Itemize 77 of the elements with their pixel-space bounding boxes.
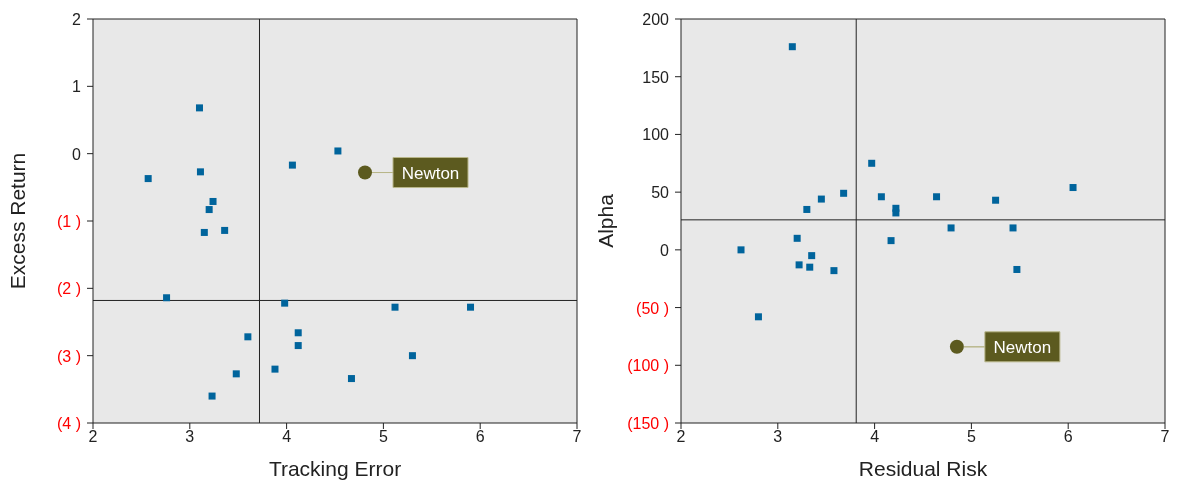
point <box>200 228 208 236</box>
y-tick-label: 2 <box>72 11 82 28</box>
x-tick-label: 7 <box>572 428 582 446</box>
point <box>196 168 204 176</box>
point <box>947 224 955 232</box>
point <box>391 303 399 311</box>
x-tick-label: 4 <box>282 428 292 446</box>
y-axis-title: Excess Return <box>6 152 30 290</box>
x-tick-label: 4 <box>870 428 880 446</box>
x-tick-label: 6 <box>475 428 485 446</box>
point <box>244 333 252 341</box>
point <box>754 313 762 321</box>
series-label: Newton <box>401 163 460 183</box>
y-tick-label: 100 <box>642 126 670 144</box>
point <box>334 147 342 155</box>
x-tick-label: 7 <box>1160 428 1170 446</box>
x-tick-label: 5 <box>966 428 976 446</box>
y-tick-label: 0 <box>660 241 670 259</box>
point <box>877 193 885 201</box>
point <box>1069 184 1077 192</box>
point <box>467 303 475 311</box>
point <box>808 252 816 260</box>
point <box>209 197 217 205</box>
point <box>737 246 745 254</box>
y-tick-label: 200 <box>642 11 670 28</box>
point <box>358 165 373 180</box>
point <box>1013 265 1021 273</box>
y-tick-label: 0 <box>72 145 82 163</box>
point <box>803 205 811 213</box>
y-tick-label: 50 <box>651 184 670 202</box>
x-tick-label: 3 <box>185 428 195 446</box>
point <box>788 43 796 51</box>
point <box>232 370 240 378</box>
y-tick-label: (1 ) <box>57 213 81 230</box>
x-tick-label: 2 <box>88 428 98 446</box>
y-axis-title: Alpha <box>594 193 618 248</box>
point <box>949 339 964 354</box>
x-tick-label: 6 <box>1063 428 1073 446</box>
y-tick-label: 150 <box>642 68 670 86</box>
point <box>347 375 355 383</box>
y-tick-label: (2 ) <box>57 280 81 298</box>
x-tick-label: 5 <box>378 428 388 446</box>
point <box>195 104 203 112</box>
point <box>208 392 216 400</box>
point <box>806 263 814 271</box>
point <box>1009 224 1017 232</box>
point <box>887 237 895 245</box>
point <box>840 189 848 197</box>
y-tick-label: 1 <box>72 78 82 96</box>
point <box>205 206 213 214</box>
point <box>992 196 1000 204</box>
x-axis-title: Tracking Error <box>268 457 402 480</box>
x-tick-label: 2 <box>676 428 686 446</box>
point <box>271 365 279 373</box>
point <box>221 226 229 234</box>
point <box>892 209 900 217</box>
y-tick-label: (4 ) <box>57 415 81 432</box>
point <box>933 193 941 201</box>
y-tick-label: (3 ) <box>57 347 81 365</box>
point <box>793 234 801 242</box>
point <box>281 299 289 307</box>
point <box>163 294 171 302</box>
y-tick-label: (50 ) <box>636 299 669 317</box>
point <box>830 267 838 275</box>
point <box>294 329 302 337</box>
y-tick-label: (100 ) <box>627 357 669 375</box>
point <box>294 342 302 350</box>
point <box>868 159 876 167</box>
series-label: Newton <box>993 337 1052 357</box>
point <box>408 352 416 360</box>
x-tick-label: 3 <box>773 428 783 446</box>
y-tick-label: (150 ) <box>627 415 669 432</box>
point <box>144 175 152 183</box>
point <box>288 161 296 169</box>
point <box>817 195 825 203</box>
x-axis-title: Residual Risk <box>858 457 988 480</box>
point <box>795 261 803 269</box>
